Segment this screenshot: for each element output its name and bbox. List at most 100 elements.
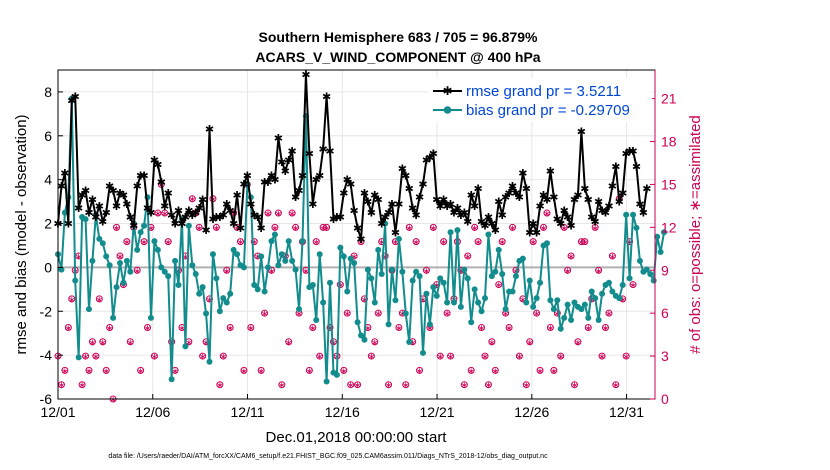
bias-point [395, 235, 402, 242]
obs-possible-point [371, 338, 379, 346]
obs-assimilated-point: ∗ [271, 223, 279, 233]
obs-possible-point [326, 323, 334, 331]
rmse-point: ✱ [577, 126, 586, 138]
obs-possible-point [529, 238, 537, 246]
bias-point [502, 306, 509, 313]
obs-assimilated-point: ∗ [257, 366, 265, 376]
obs-possible-point [571, 381, 579, 389]
obs-assimilated-point: ∗ [574, 337, 582, 347]
obs-possible-point [436, 352, 444, 360]
bias-point [526, 277, 533, 284]
bias-point [599, 290, 606, 297]
bias-point [323, 378, 330, 385]
rmse-point: ✱ [642, 183, 651, 195]
obs-possible-point [99, 338, 107, 346]
bias-point [557, 325, 564, 332]
bias-point [547, 297, 554, 304]
obs-assimilated-point: ∗ [195, 223, 203, 233]
bias-point [199, 284, 206, 291]
obs-assimilated-point: ∗ [595, 266, 603, 276]
rmse-point: ✱ [367, 208, 376, 220]
bias-point [468, 319, 475, 326]
rmse-point: ✱ [308, 199, 317, 211]
obs-possible-point [102, 366, 110, 374]
obs-assimilated-point: ∗ [547, 323, 555, 333]
bias-point [457, 303, 464, 310]
rmse-point: ✱ [539, 190, 548, 202]
obs-possible-point [595, 266, 603, 274]
obs-assimilated-point: ∗ [464, 251, 472, 261]
obs-assimilated-point: ∗ [288, 209, 296, 219]
obs-assimilated-point: ∗ [564, 266, 572, 276]
rmse-point: ✱ [71, 91, 80, 103]
obs-assimilated-point: ∗ [230, 209, 238, 219]
bias-point [533, 295, 540, 302]
bias-point [358, 332, 365, 339]
obs-assimilated-point: ∗ [560, 223, 568, 233]
obs-assimilated-point: ∗ [622, 352, 630, 362]
bias-point [123, 257, 130, 264]
y-tick-label-6: 6 [44, 128, 52, 144]
bias-point [605, 279, 612, 286]
rmse-point: ✱ [422, 155, 431, 167]
obs-assimilated-point: ∗ [337, 280, 345, 290]
bias-point [585, 314, 592, 321]
bias-point [299, 238, 306, 245]
obs-assimilated-point: ∗ [58, 380, 66, 390]
obs-possible-point [474, 238, 482, 246]
bias-point [375, 246, 382, 253]
obs-assimilated-point: ∗ [578, 237, 586, 247]
obs-assimilated-point: ∗ [523, 380, 531, 390]
rmse-point: ✱ [628, 146, 637, 158]
rmse-point: ✱ [108, 186, 117, 198]
rmse-point: ✱ [415, 192, 424, 204]
rmse-point: ✱ [325, 146, 334, 158]
y-right-tick-label-0: 0 [661, 391, 669, 407]
obs-assimilated-point: ∗ [409, 337, 417, 347]
obs-assimilated-point: ∗ [68, 294, 76, 304]
y-tick-label-3: 0 [44, 259, 52, 275]
rmse-point: ✱ [60, 168, 69, 180]
bias-point [189, 262, 196, 269]
y-axis-left: -6 -4 -2 0 2 4 6 8 [40, 84, 63, 407]
rmse-point: ✱ [212, 212, 221, 224]
obs-assimilated-point: ∗ [323, 223, 331, 233]
obs-possible-point [567, 252, 575, 260]
obs-possible-point [219, 352, 227, 360]
obs-possible-point [226, 323, 234, 331]
obs-possible-point [581, 238, 589, 246]
bias-point [347, 255, 354, 262]
obs-possible-point [199, 352, 207, 360]
obs-assimilated-point: ∗ [226, 323, 234, 333]
obs-possible-point [116, 252, 124, 260]
obs-assimilated-point: ∗ [178, 323, 186, 333]
obs-possible-point [64, 323, 72, 331]
obs-assimilated-point: ∗ [185, 337, 193, 347]
rmse-point: ✱ [167, 210, 176, 222]
obs-possible-point [584, 323, 592, 331]
bias-point [337, 244, 344, 251]
bias-point [464, 275, 471, 282]
bias-point [165, 273, 172, 280]
obs-assimilated-point: ∗ [161, 209, 169, 219]
obs-assimilated-point: ∗ [199, 352, 207, 362]
obs-assimilated-point: ∗ [543, 209, 551, 219]
y-tick-label-5: 4 [44, 172, 52, 188]
obs-assimilated-point: ∗ [154, 209, 162, 219]
obs-possible-point [591, 223, 599, 231]
rmse-point: ✱ [401, 170, 410, 182]
rmse-point: ✱ [270, 175, 279, 187]
obs-possible-point [405, 223, 413, 231]
obs-assimilated-point: ∗ [82, 352, 90, 362]
rmse-point: ✱ [439, 194, 448, 206]
obs-assimilated-point: ∗ [478, 323, 486, 333]
obs-possible-point [515, 352, 523, 360]
bias-point [161, 268, 168, 275]
rmse-point: ✱ [205, 124, 214, 136]
obs-assimilated-point: ∗ [61, 366, 69, 376]
obs-assimilated-point: ∗ [189, 194, 197, 204]
rmse-point: ✱ [635, 199, 644, 211]
rmse-point: ✱ [556, 219, 565, 231]
bias-point [85, 306, 92, 313]
bias-point [275, 262, 282, 269]
